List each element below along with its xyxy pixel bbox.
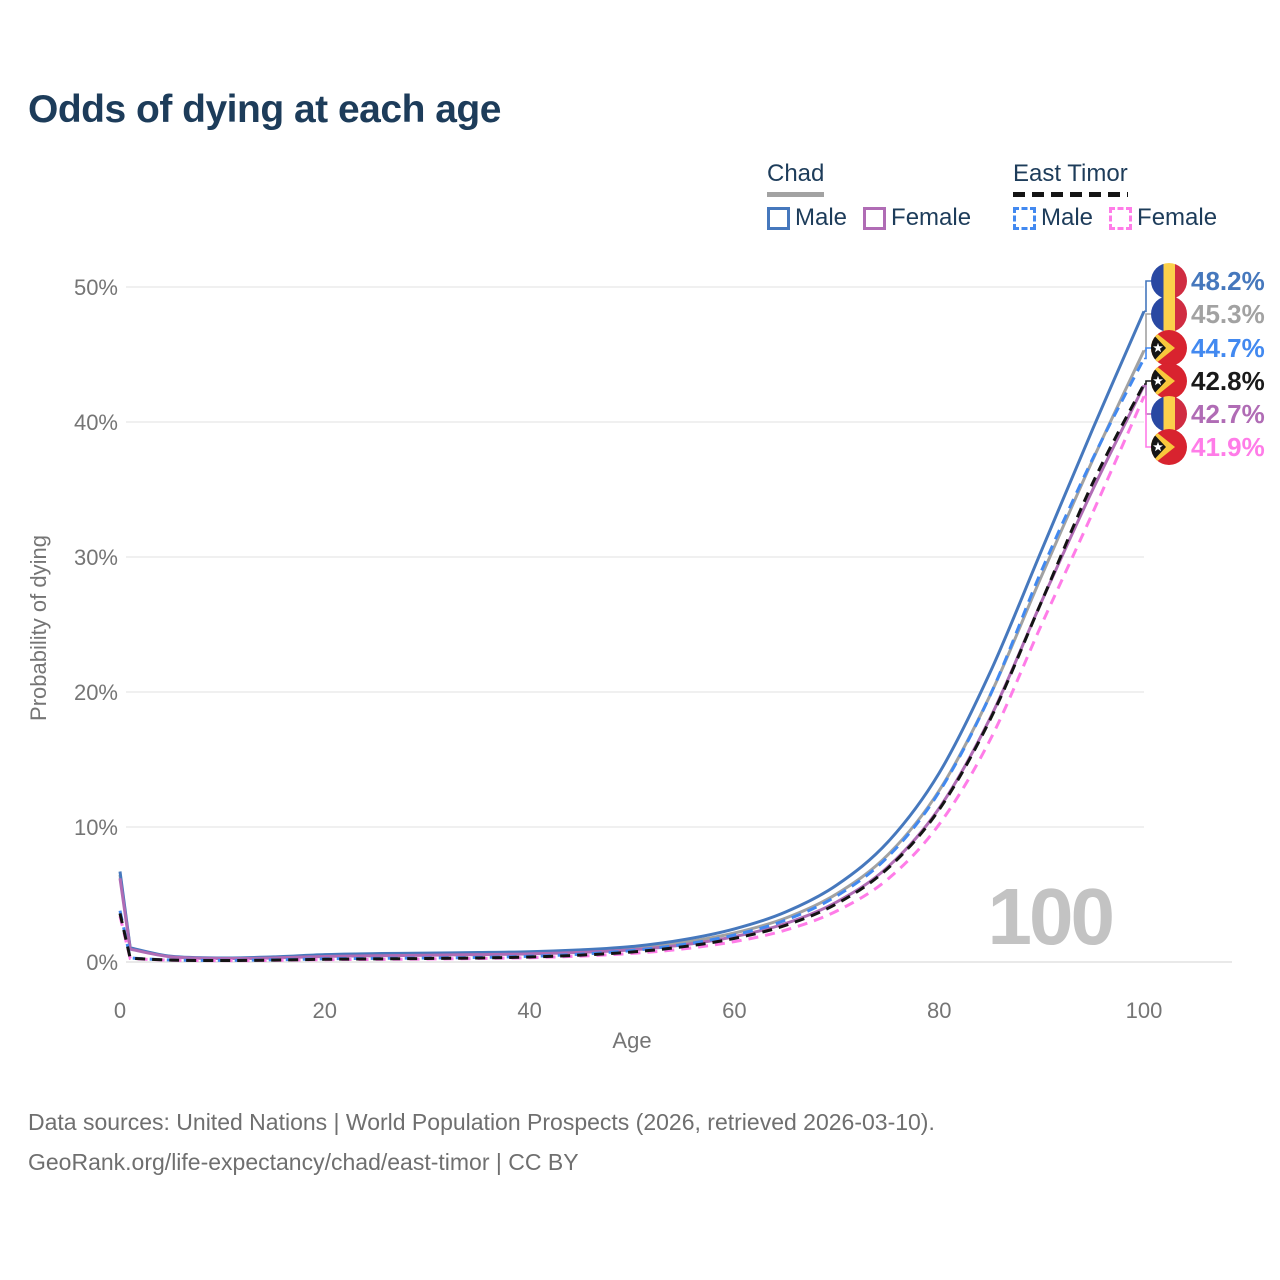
series-lines bbox=[118, 310, 1146, 963]
series-line-east-timor-both-sexes[interactable] bbox=[118, 383, 1146, 963]
age-counter-watermark: 100 bbox=[988, 872, 1113, 961]
series-line-east-timor-male[interactable] bbox=[118, 357, 1146, 962]
end-label-value: 48.2% bbox=[1191, 266, 1265, 296]
footer: Data sources: United Nations | World Pop… bbox=[28, 1102, 935, 1182]
legend-label-chad-male[interactable]: Male bbox=[795, 204, 848, 231]
x-tick-label: 0 bbox=[114, 998, 126, 1023]
legend-label-east-timor-male[interactable]: Male bbox=[1041, 204, 1094, 231]
label-connector bbox=[1144, 380, 1151, 385]
legend-swatch-chad-female[interactable] bbox=[863, 206, 887, 230]
legend-group-chad-header: Chad bbox=[767, 160, 825, 197]
chad-flag-icon bbox=[1151, 396, 1187, 432]
label-connector bbox=[1144, 280, 1151, 313]
legend-group-chad-name: Chad bbox=[767, 160, 825, 187]
x-tick-label: 100 bbox=[1126, 998, 1163, 1023]
chad-flag-icon bbox=[1151, 263, 1187, 299]
x-tick-label: 60 bbox=[722, 998, 746, 1023]
label-connector bbox=[1144, 347, 1151, 360]
series-line-chad-male[interactable] bbox=[118, 310, 1146, 960]
legend-label-chad-female[interactable]: Female bbox=[891, 204, 972, 231]
legend-group-east-timor-header: East Timor bbox=[1013, 160, 1128, 197]
y-tick-label: 40% bbox=[74, 410, 118, 435]
legend-swatch-east-timor-male[interactable] bbox=[1013, 206, 1036, 230]
gridlines: 0% 10% 20% 30% 40% 50% 0 20 40 60 80 100 bbox=[74, 275, 1232, 1023]
end-label-value: 45.3% bbox=[1191, 299, 1265, 329]
legend-swatch-east-timor-female[interactable] bbox=[1109, 206, 1133, 230]
x-axis-title: Age bbox=[612, 1028, 651, 1053]
y-axis-title: Probability of dying bbox=[26, 535, 51, 721]
east-timor-flag-icon bbox=[1151, 429, 1187, 465]
legend-label-east-timor-female[interactable]: Female bbox=[1137, 204, 1218, 231]
end-label-value: 42.7% bbox=[1191, 399, 1265, 429]
series-line-chad-both-sexes[interactable] bbox=[118, 349, 1146, 960]
y-tick-label: 0% bbox=[86, 950, 118, 975]
legend-swatch-chad-male[interactable] bbox=[767, 206, 790, 230]
attribution-link[interactable]: GeoRank.org/life-expectancy/chad/east-ti… bbox=[28, 1149, 579, 1175]
chad-line-style-swatch bbox=[767, 192, 825, 197]
legend-row-chad: Male Female bbox=[767, 204, 971, 232]
y-tick-label: 20% bbox=[74, 680, 118, 705]
legend-group-east-timor-name: East Timor bbox=[1013, 160, 1128, 187]
label-connector bbox=[1144, 313, 1151, 352]
legend-group-east-timor: East Timor Male Female bbox=[1013, 160, 1217, 232]
east-timor-flag-icon bbox=[1151, 330, 1187, 366]
chad-flag-icon bbox=[1151, 296, 1187, 332]
label-connector bbox=[1144, 395, 1151, 448]
x-tick-label: 80 bbox=[927, 998, 951, 1023]
legend-row-east-timor: Male Female bbox=[1013, 204, 1217, 232]
x-tick-label: 20 bbox=[313, 998, 337, 1023]
east-timor-line-style-swatch bbox=[1013, 192, 1128, 197]
data-sources-line: Data sources: United Nations | World Pop… bbox=[28, 1109, 935, 1135]
end-labels: 48.2% 45.3% 44.7% 42.8% 42.7% 41.9% bbox=[1144, 263, 1265, 465]
end-label-value: 41.9% bbox=[1191, 432, 1265, 462]
y-tick-label: 30% bbox=[74, 545, 118, 570]
end-label-value: 42.8% bbox=[1191, 366, 1265, 396]
series-line-east-timor-female[interactable] bbox=[118, 395, 1146, 963]
end-label-value: 44.7% bbox=[1191, 333, 1265, 363]
label-connector bbox=[1144, 384, 1151, 415]
y-tick-label: 10% bbox=[74, 815, 118, 840]
east-timor-flag-icon bbox=[1151, 363, 1187, 399]
legend-group-chad: Chad Male Female bbox=[767, 160, 971, 232]
page-title: Odds of dying at each age bbox=[28, 88, 501, 131]
y-tick-label: 50% bbox=[74, 275, 118, 300]
x-tick-label: 40 bbox=[517, 998, 541, 1023]
